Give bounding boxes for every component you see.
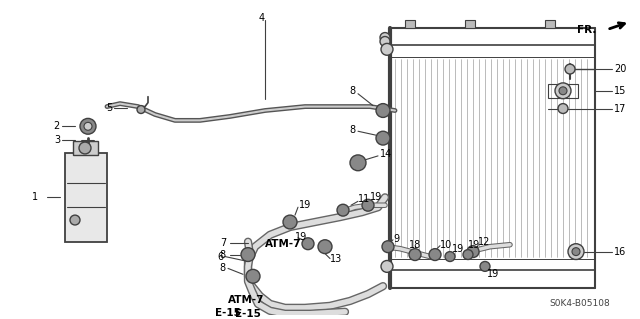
Text: 19: 19: [295, 232, 307, 242]
Circle shape: [380, 33, 390, 42]
Circle shape: [572, 248, 580, 256]
Bar: [65, 153, 107, 242]
Circle shape: [380, 36, 390, 46]
Text: 8: 8: [220, 249, 226, 260]
Circle shape: [137, 106, 145, 114]
Circle shape: [84, 122, 92, 130]
Circle shape: [568, 244, 584, 260]
Bar: [73, 141, 98, 155]
Circle shape: [409, 249, 421, 261]
Circle shape: [381, 43, 393, 55]
Circle shape: [337, 204, 349, 216]
Text: 4: 4: [259, 13, 265, 23]
Circle shape: [381, 261, 393, 272]
Text: 9: 9: [393, 234, 399, 244]
Text: 5: 5: [106, 102, 112, 113]
Text: 17: 17: [614, 104, 627, 114]
Circle shape: [350, 155, 366, 171]
Text: 18: 18: [409, 240, 421, 250]
Circle shape: [80, 118, 96, 134]
Text: FR.: FR.: [577, 25, 596, 34]
Circle shape: [362, 199, 374, 211]
Circle shape: [555, 83, 571, 99]
Bar: [545, 20, 555, 28]
Circle shape: [70, 215, 80, 225]
Circle shape: [318, 240, 332, 254]
Circle shape: [302, 238, 314, 250]
Text: 19: 19: [468, 240, 480, 250]
Text: S0K4-B05108: S0K4-B05108: [550, 300, 611, 308]
Text: 7: 7: [220, 238, 226, 248]
Text: 14: 14: [380, 149, 392, 159]
Circle shape: [382, 241, 394, 253]
Text: 19: 19: [452, 244, 464, 254]
Text: 2: 2: [54, 121, 60, 131]
Text: ATM-7: ATM-7: [228, 295, 264, 305]
Circle shape: [558, 104, 568, 114]
Text: 19: 19: [370, 192, 382, 202]
Bar: [548, 84, 578, 98]
Text: E-15: E-15: [235, 309, 261, 319]
Text: 10: 10: [440, 240, 452, 250]
Text: 19: 19: [299, 200, 311, 210]
Circle shape: [480, 262, 490, 271]
Text: 8: 8: [220, 263, 226, 273]
Circle shape: [565, 64, 575, 74]
Text: 12: 12: [478, 237, 490, 247]
Circle shape: [246, 269, 260, 283]
Text: 6: 6: [217, 252, 223, 262]
Bar: [405, 20, 415, 28]
Text: 20: 20: [614, 64, 627, 74]
Text: E-15: E-15: [215, 308, 241, 318]
Circle shape: [463, 250, 473, 260]
Circle shape: [467, 246, 479, 257]
Text: 8: 8: [349, 125, 355, 135]
Circle shape: [79, 142, 91, 154]
Circle shape: [376, 104, 390, 117]
Circle shape: [376, 131, 390, 145]
Circle shape: [283, 215, 297, 229]
Bar: [465, 20, 475, 28]
Text: 11: 11: [358, 194, 371, 204]
Text: ATM-7: ATM-7: [265, 239, 301, 249]
Text: 13: 13: [330, 254, 342, 263]
Text: 15: 15: [614, 86, 627, 96]
Text: 19: 19: [487, 269, 499, 279]
Circle shape: [445, 252, 455, 262]
Text: 16: 16: [614, 247, 627, 256]
Circle shape: [559, 87, 567, 95]
Text: 8: 8: [349, 86, 355, 96]
Circle shape: [429, 249, 441, 261]
Text: 1: 1: [32, 192, 38, 202]
Text: 3: 3: [54, 135, 60, 145]
Circle shape: [241, 248, 255, 262]
